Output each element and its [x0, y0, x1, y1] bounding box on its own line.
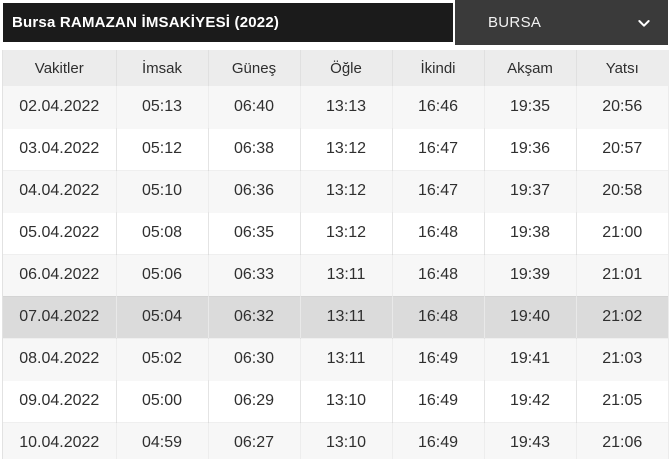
column-header: İkindi [392, 50, 485, 86]
table-row: 03.04.2022 05:12 06:38 13:12 16:47 19:36 20:57 [3, 128, 668, 170]
time-cell: 05:04 [116, 296, 209, 338]
table-row: 07.04.2022 05:04 06:32 13:11 16:48 19:40 21:02 [3, 296, 668, 338]
time-cell: 16:46 [392, 86, 485, 128]
time-cell: 20:56 [576, 86, 668, 128]
time-cell: 06:35 [208, 212, 301, 254]
time-cell: 16:48 [392, 254, 485, 296]
table-row: 05.04.2022 05:08 06:35 13:12 16:48 19:38 21:00 [3, 212, 668, 254]
date-cell: 05.04.2022 [3, 212, 117, 254]
time-cell: 16:47 [392, 170, 485, 212]
table-row: 06.04.2022 05:06 06:33 13:11 16:48 19:39 21:01 [3, 254, 668, 296]
time-cell: 05:10 [116, 170, 209, 212]
time-cell: 19:42 [484, 380, 577, 422]
time-cell: 19:41 [484, 338, 577, 380]
time-cell: 19:35 [484, 86, 577, 128]
time-cell: 06:40 [208, 86, 301, 128]
time-cell: 13:12 [300, 170, 393, 212]
date-cell: 07.04.2022 [3, 296, 117, 338]
time-cell: 13:11 [300, 254, 393, 296]
time-cell: 06:33 [208, 254, 301, 296]
time-cell: 13:12 [300, 212, 393, 254]
time-cell: 19:39 [484, 254, 577, 296]
time-cell: 19:40 [484, 296, 577, 338]
time-cell: 21:01 [576, 254, 668, 296]
date-cell: 06.04.2022 [3, 254, 117, 296]
date-cell: 02.04.2022 [3, 86, 117, 128]
time-cell: 13:10 [300, 380, 393, 422]
time-cell: 06:27 [208, 422, 301, 459]
time-cell: 16:47 [392, 128, 485, 170]
time-cell: 06:36 [208, 170, 301, 212]
time-cell: 13:11 [300, 338, 393, 380]
column-header: Öğle [300, 50, 393, 86]
time-cell: 16:49 [392, 380, 485, 422]
table-header-row: Vakitler İmsak Güneş Öğle İkindi Akşam Yatsı [3, 50, 668, 86]
column-header: Vakitler [3, 50, 117, 86]
date-cell: 10.04.2022 [3, 422, 117, 459]
time-cell: 19:38 [484, 212, 577, 254]
time-cell: 05:08 [116, 212, 209, 254]
date-cell: 08.04.2022 [3, 338, 117, 380]
column-header: Akşam [484, 50, 577, 86]
prayer-times-table-container: Vakitler İmsak Güneş Öğle İkindi Akşam Yatsı 0… [2, 50, 669, 459]
chevron-down-icon [636, 15, 652, 31]
time-cell: 16:49 [392, 422, 485, 459]
time-cell: 13:11 [300, 296, 393, 338]
city-select[interactable]: BURSA [455, 0, 668, 45]
time-cell: 20:58 [576, 170, 668, 212]
table-row: 02.04.2022 05:13 06:40 13:13 16:46 19:35 20:56 [3, 86, 668, 128]
time-cell: 13:10 [300, 422, 393, 459]
column-header: Yatsı [576, 50, 668, 86]
time-cell: 21:03 [576, 338, 668, 380]
time-cell: 21:06 [576, 422, 668, 459]
top-header: Bursa RAMAZAN İMSAKİYESİ (2022) BURSA [0, 0, 670, 45]
time-cell: 06:29 [208, 380, 301, 422]
time-cell: 05:02 [116, 338, 209, 380]
column-header: İmsak [116, 50, 209, 86]
city-select-value: BURSA [488, 14, 542, 31]
time-cell: 13:13 [300, 86, 393, 128]
table-row: 08.04.2022 05:02 06:30 13:11 16:49 19:41 21:03 [3, 338, 668, 380]
prayer-times-table: Vakitler İmsak Güneş Öğle İkindi Akşam Yatsı 0… [3, 50, 668, 459]
time-cell: 05:00 [116, 380, 209, 422]
time-cell: 13:12 [300, 128, 393, 170]
time-cell: 16:48 [392, 212, 485, 254]
time-cell: 05:13 [116, 86, 209, 128]
time-cell: 06:38 [208, 128, 301, 170]
time-cell: 21:00 [576, 212, 668, 254]
table-row: 09.04.2022 05:00 06:29 13:10 16:49 19:42 21:05 [3, 380, 668, 422]
date-cell: 03.04.2022 [3, 128, 117, 170]
time-cell: 19:37 [484, 170, 577, 212]
prayer-table-body: 02.04.2022 05:13 06:40 13:13 16:46 19:35 20:56… [3, 86, 668, 459]
time-cell: 20:57 [576, 128, 668, 170]
page-title-bar: Bursa RAMAZAN İMSAKİYESİ (2022) [3, 3, 453, 42]
time-cell: 21:02 [576, 296, 668, 338]
time-cell: 05:12 [116, 128, 209, 170]
time-cell: 06:30 [208, 338, 301, 380]
time-cell: 06:32 [208, 296, 301, 338]
table-row: 10.04.2022 04:59 06:27 13:10 16:49 19:43 21:06 [3, 422, 668, 459]
date-cell: 09.04.2022 [3, 380, 117, 422]
column-header: Güneş [208, 50, 301, 86]
time-cell: 05:06 [116, 254, 209, 296]
table-row: 04.04.2022 05:10 06:36 13:12 16:47 19:37 20:58 [3, 170, 668, 212]
time-cell: 19:43 [484, 422, 577, 459]
page-title: Bursa RAMAZAN İMSAKİYESİ (2022) [12, 14, 280, 31]
time-cell: 21:05 [576, 380, 668, 422]
date-cell: 04.04.2022 [3, 170, 117, 212]
time-cell: 16:49 [392, 338, 485, 380]
time-cell: 19:36 [484, 128, 577, 170]
time-cell: 16:48 [392, 296, 485, 338]
time-cell: 04:59 [116, 422, 209, 459]
